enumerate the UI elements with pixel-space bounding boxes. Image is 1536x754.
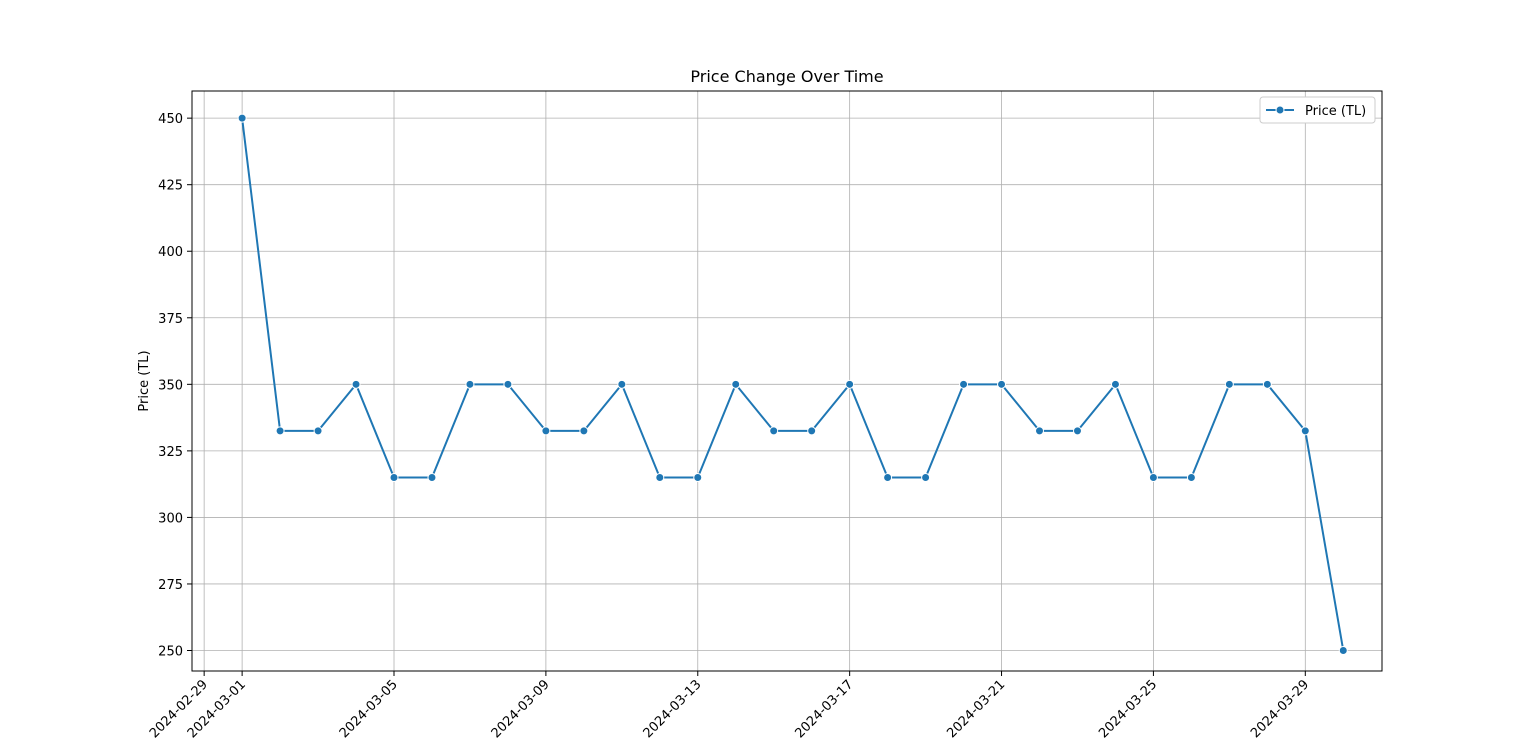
- x-tick-label: 2024-03-29: [1248, 677, 1312, 741]
- data-point: [1262, 379, 1272, 389]
- legend-label: Price (TL): [1305, 104, 1366, 119]
- data-point: [541, 426, 551, 436]
- y-tick-label: 375: [158, 312, 183, 327]
- x-tick-label: 2024-03-13: [641, 677, 705, 741]
- data-point: [617, 379, 627, 389]
- data-point: [997, 379, 1007, 389]
- data-point: [1110, 379, 1120, 389]
- data-point: [693, 472, 703, 482]
- data-point: [769, 426, 779, 436]
- plot-frame: [191, 90, 1383, 672]
- y-tick-label: 300: [158, 511, 183, 526]
- data-point: [237, 113, 247, 123]
- legend-marker: [1275, 105, 1285, 115]
- data-point: [1224, 379, 1234, 389]
- x-tick-label: 2024-03-21: [944, 677, 1008, 741]
- legend-box: [1259, 96, 1376, 124]
- data-point: [427, 472, 437, 482]
- data-point: [313, 426, 323, 436]
- grid-lines: [192, 91, 1382, 671]
- x-tick-label: 2024-03-09: [489, 677, 553, 741]
- y-axis: 250 275 300 325 350 375 400 425 450: [158, 112, 192, 660]
- data-point: [351, 379, 361, 389]
- y-tick-label: 275: [158, 578, 183, 593]
- x-tick-label: 2024-03-17: [792, 677, 856, 741]
- y-tick-label: 400: [158, 245, 183, 260]
- data-point: [275, 426, 285, 436]
- y-tick-label: 325: [158, 445, 183, 460]
- data-point: [921, 472, 931, 482]
- x-tick-label: 2024-03-05: [337, 677, 401, 741]
- data-point: [579, 426, 589, 436]
- legend: Price (TL): [1259, 96, 1376, 124]
- data-point: [845, 379, 855, 389]
- series-line: [241, 118, 1345, 651]
- data-point: [959, 379, 969, 389]
- chart-title: Price Change Over Time: [690, 67, 883, 86]
- y-tick-label: 450: [158, 112, 183, 127]
- y-tick-label: 425: [158, 179, 183, 194]
- data-point: [1186, 472, 1196, 482]
- y-axis-label: Price (TL): [137, 350, 152, 411]
- data-point: [503, 379, 513, 389]
- data-point: [807, 426, 817, 436]
- data-point: [655, 472, 665, 482]
- series-layer: [237, 113, 1348, 656]
- data-point: [1035, 426, 1045, 436]
- data-point: [465, 379, 475, 389]
- x-tick-label: 2024-03-25: [1096, 677, 1160, 741]
- data-point: [1148, 472, 1158, 482]
- y-tick-label: 250: [158, 645, 183, 660]
- data-point: [389, 472, 399, 482]
- data-point: [1072, 426, 1082, 436]
- data-point: [883, 472, 893, 482]
- data-point: [731, 379, 741, 389]
- data-point: [1338, 646, 1348, 656]
- data-point: [1300, 426, 1310, 436]
- y-tick-label: 350: [158, 378, 183, 393]
